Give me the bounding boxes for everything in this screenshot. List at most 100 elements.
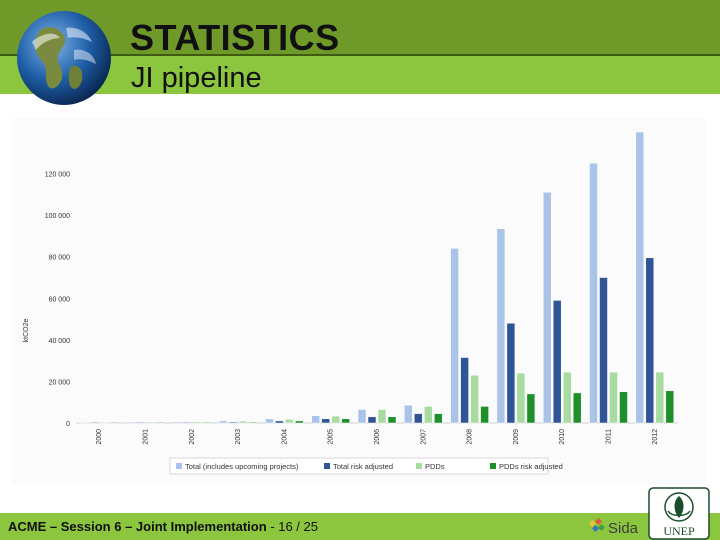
bar-2006-series-3	[387, 416, 397, 424]
bar-2005-series-2	[331, 415, 340, 424]
bar-2009-series-1	[506, 322, 516, 424]
x-tick-label: 2010	[559, 429, 566, 445]
bar-2012-series-1	[645, 257, 655, 424]
globe-icon	[17, 11, 111, 105]
bar-2011-series-3	[619, 391, 628, 424]
bar-2003-series-1	[228, 421, 238, 424]
footer-topic: Joint Implementation	[135, 519, 267, 534]
bar-2002-series-1	[182, 421, 192, 424]
footer-dash-2: –	[121, 519, 136, 534]
bar-2007-series-1	[414, 413, 423, 424]
bar-chart: 0 20 000 40 000 60 000 80 000 100 000 120 000 k…	[23, 131, 678, 475]
legend-label-2: PDDs	[425, 462, 445, 471]
sida-logo: Sida	[588, 517, 639, 537]
bar-2001-series-3	[156, 421, 165, 424]
bar-2005-series-1	[321, 418, 330, 424]
bar-2010-series-0	[542, 192, 552, 424]
bar-2009-series-2	[516, 372, 526, 424]
bar-2001-series-2	[146, 421, 155, 424]
x-tick-label: 2004	[281, 429, 288, 445]
svg-text:Sida: Sida	[608, 520, 639, 537]
bar-2006-series-2	[377, 409, 387, 424]
bar-2010-series-2	[562, 371, 572, 424]
bar-2011-series-0	[589, 162, 598, 424]
bar-2002-series-3	[202, 421, 212, 424]
x-tick-label: 2001	[142, 429, 149, 445]
bar-2001-series-0	[126, 421, 135, 424]
unep-logo: UNEP	[648, 487, 710, 540]
bar-2003-series-3	[248, 421, 258, 424]
footer-session: Session 6	[60, 519, 122, 534]
legend-label-0: Total (includes upcoming projects)	[185, 462, 299, 471]
svg-text:UNEP: UNEP	[663, 524, 695, 538]
bar-2000-series-2	[99, 421, 109, 424]
bar-2008-series-0	[450, 248, 459, 424]
x-tick-label: 2005	[328, 429, 335, 445]
bar-2007-series-3	[434, 413, 443, 424]
x-tick-label: 2011	[606, 429, 613, 444]
x-tick-label: 2000	[96, 429, 103, 445]
bar-2011-series-2	[609, 371, 618, 424]
bar-2000-series-1	[89, 421, 99, 424]
bar-2006-series-1	[367, 416, 377, 424]
y-tick-label: 40 000	[49, 338, 71, 345]
bar-2010-series-3	[572, 392, 582, 424]
bar-2002-series-0	[172, 421, 182, 424]
slide-subtitle: JI pipeline	[131, 62, 262, 94]
bar-2012-series-2	[655, 371, 665, 424]
bar-2012-series-3	[665, 390, 675, 424]
legend-label-1: Total risk adjusted	[333, 462, 393, 471]
legend-swatch-0	[176, 463, 182, 469]
footer-org: ACME	[8, 519, 47, 534]
bar-2004-series-0	[265, 418, 274, 424]
bar-2009-series-0	[496, 228, 506, 424]
x-tick-label: 2012	[652, 429, 659, 445]
bar-2004-series-3	[295, 420, 304, 424]
y-tick-label: 100 000	[45, 213, 70, 220]
bar-2012-series-0	[635, 131, 645, 424]
x-tick-label: 2008	[467, 429, 474, 445]
legend-label-3: PDDs risk adjusted	[499, 462, 563, 471]
bar-2004-series-1	[275, 420, 284, 424]
bar-2001-series-1	[136, 421, 145, 424]
header-divider	[0, 54, 720, 56]
bar-2010-series-1	[552, 300, 562, 424]
bar-2008-series-3	[480, 406, 489, 424]
legend-box	[169, 457, 549, 475]
bar-2006-series-0	[357, 409, 367, 424]
bar-2009-series-3	[526, 393, 536, 424]
footer-page: - 16 / 25	[266, 519, 318, 534]
bar-2005-series-3	[341, 418, 350, 424]
x-tick-label: 2007	[420, 429, 427, 445]
bar-2002-series-2	[192, 421, 202, 424]
bar-2000-series-3	[109, 421, 119, 424]
legend-swatch-3	[490, 463, 496, 469]
footer-text: ACME – Session 6 – Joint Implementation …	[8, 519, 318, 534]
bar-2008-series-1	[460, 357, 469, 424]
legend-swatch-1	[324, 463, 330, 469]
chart-panel: 0 20 000 40 000 60 000 80 000 100 000 120 000 k…	[12, 118, 706, 484]
bar-2011-series-1	[599, 277, 608, 424]
bar-2004-series-2	[285, 419, 294, 424]
y-tick-label: 120 000	[45, 172, 70, 179]
y-tick-label: 80 000	[49, 255, 71, 262]
bar-2007-series-0	[404, 405, 413, 424]
bar-2007-series-2	[424, 406, 433, 424]
y-tick-label: 20 000	[49, 379, 71, 386]
x-tick-label: 2002	[189, 429, 196, 445]
x-tick-label: 2009	[513, 429, 520, 445]
legend-swatch-2	[416, 463, 422, 469]
x-tick-label: 2006	[374, 429, 381, 445]
bar-2003-series-2	[238, 420, 248, 424]
bar-2003-series-0	[218, 420, 228, 424]
y-axis-label: ktCO2e	[23, 319, 30, 343]
slide-title: STATISTICS	[130, 17, 340, 58]
header-bar	[0, 54, 720, 94]
header-band	[0, 0, 720, 54]
y-tick-label: 60 000	[49, 296, 71, 303]
footer-dash: –	[46, 519, 61, 534]
x-tick-label: 2003	[235, 429, 242, 445]
bar-2000-series-0	[79, 421, 89, 424]
bar-2008-series-2	[470, 374, 479, 424]
y-tick-label: 0	[66, 421, 70, 428]
